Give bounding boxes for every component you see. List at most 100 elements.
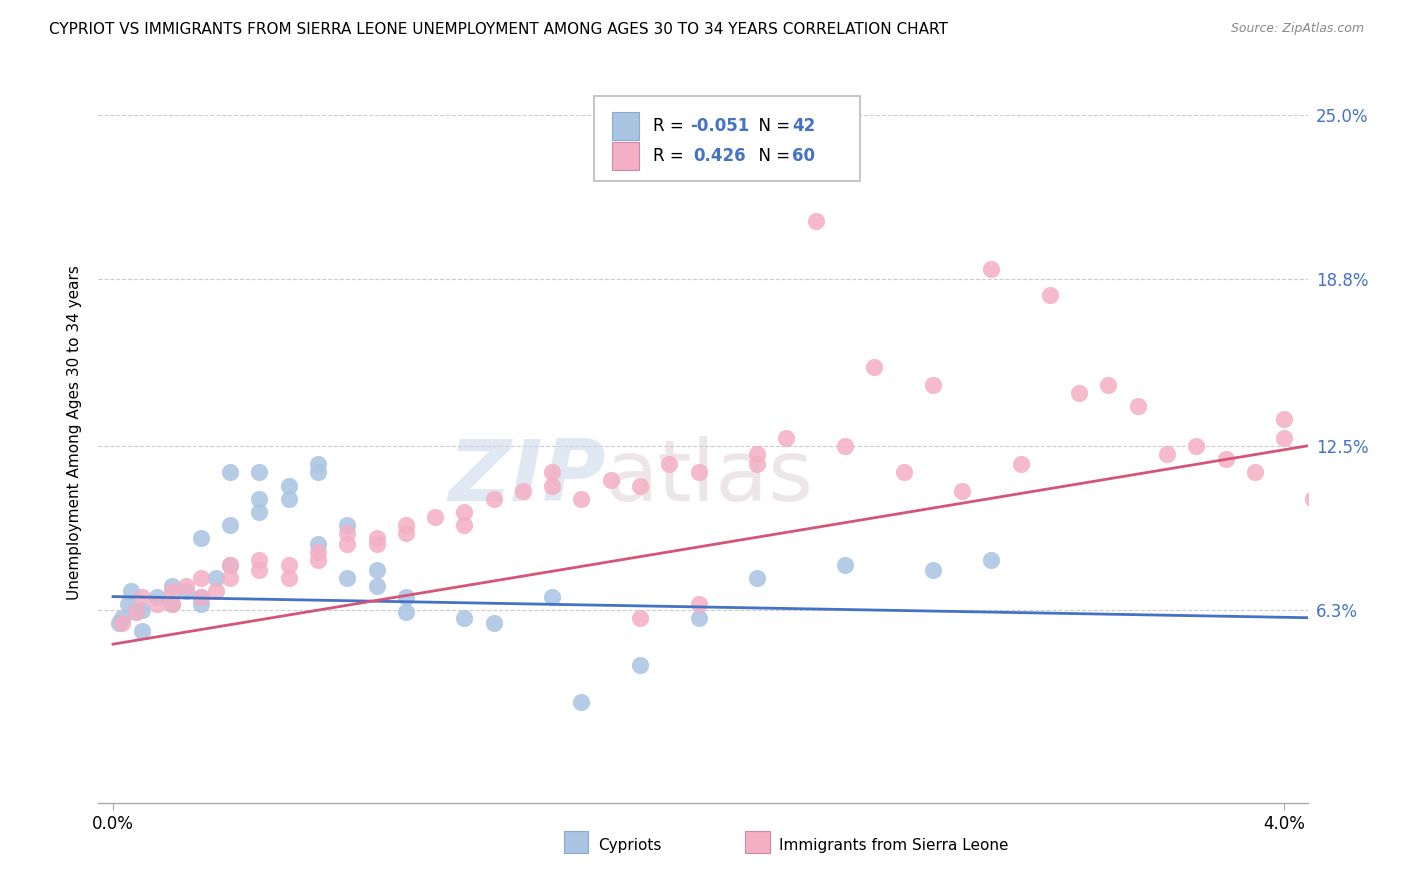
Text: 42: 42 (793, 117, 815, 135)
Point (1039, 288, 1062, 302)
Point (950, 483, 973, 498)
Point (628, 658, 651, 673)
Point (482, 491, 505, 506)
Text: 0.426: 0.426 (693, 146, 747, 165)
Y-axis label: Unemployment Among Ages 30 to 34 years: Unemployment Among Ages 30 to 34 years (66, 265, 82, 600)
Point (1010, 458, 1032, 472)
Point (307, 458, 329, 472)
Point (482, 615, 505, 630)
Text: R =: R = (654, 117, 689, 135)
Text: CYPRIOT VS IMMIGRANTS FROM SIERRA LEONE UNEMPLOYMENT AMONG AGES 30 TO 34 YEARS C: CYPRIOT VS IMMIGRANTS FROM SIERRA LEONE … (49, 22, 948, 37)
Point (277, 558, 299, 572)
Text: 60: 60 (793, 146, 815, 165)
Point (219, 518, 242, 533)
Point (688, 611, 710, 625)
Text: atlas: atlas (606, 435, 814, 518)
Point (1156, 447, 1178, 461)
Point (980, 552, 1002, 566)
Point (1244, 465, 1267, 479)
Point (1215, 452, 1237, 467)
Text: Source: ZipAtlas.com: Source: ZipAtlas.com (1230, 22, 1364, 36)
Point (1126, 399, 1149, 413)
Point (277, 491, 299, 506)
Point (423, 510, 446, 524)
Point (125, 606, 148, 620)
Point (125, 606, 148, 620)
Point (111, 611, 134, 625)
Point (804, 214, 827, 228)
Point (307, 552, 329, 566)
Point (366, 579, 388, 593)
Point (160, 579, 183, 593)
Point (688, 598, 710, 612)
Point (277, 571, 299, 585)
Point (190, 590, 212, 604)
Point (628, 611, 651, 625)
Point (1272, 412, 1295, 426)
Point (108, 615, 131, 630)
Point (571, 695, 593, 709)
Point (863, 359, 886, 374)
Point (541, 478, 564, 492)
Point (204, 584, 226, 599)
Text: R =: R = (654, 146, 695, 165)
Point (395, 518, 418, 533)
Point (249, 491, 271, 506)
Bar (745, 831, 769, 853)
Point (204, 571, 226, 585)
Point (980, 261, 1002, 276)
Text: -0.051: -0.051 (690, 117, 749, 135)
Text: N =: N = (748, 146, 796, 165)
Point (1185, 439, 1208, 453)
Point (834, 439, 856, 453)
Point (336, 526, 359, 541)
Point (571, 491, 593, 506)
Point (1097, 378, 1119, 392)
Bar (613, 142, 638, 169)
Point (190, 532, 212, 546)
Point (747, 447, 769, 461)
Point (336, 518, 359, 533)
Point (395, 526, 418, 541)
Point (249, 505, 271, 519)
Point (277, 478, 299, 492)
Point (117, 598, 139, 612)
Point (541, 590, 564, 604)
Point (174, 584, 197, 599)
Point (111, 615, 134, 630)
Point (366, 563, 388, 577)
Point (834, 558, 856, 572)
Text: ZIP: ZIP (449, 435, 606, 518)
Point (190, 598, 212, 612)
Point (747, 458, 769, 472)
Point (893, 465, 915, 479)
Point (307, 536, 329, 550)
Point (249, 552, 271, 566)
Point (921, 563, 943, 577)
Point (146, 598, 169, 612)
Point (1302, 491, 1324, 506)
FancyBboxPatch shape (595, 95, 860, 181)
Bar (613, 112, 638, 140)
Point (307, 544, 329, 558)
Point (453, 505, 475, 519)
Point (775, 431, 797, 445)
Point (336, 571, 359, 585)
Point (453, 518, 475, 533)
Point (599, 473, 621, 487)
Point (174, 579, 197, 593)
Point (395, 606, 418, 620)
Point (190, 571, 212, 585)
Point (131, 590, 153, 604)
Point (1272, 431, 1295, 445)
Point (366, 536, 388, 550)
Point (249, 563, 271, 577)
Point (131, 603, 153, 617)
Point (219, 465, 242, 479)
Point (395, 590, 418, 604)
Text: Cypriots: Cypriots (598, 838, 661, 854)
Point (747, 571, 769, 585)
Point (1069, 386, 1091, 401)
Point (219, 558, 242, 572)
Point (160, 584, 183, 599)
